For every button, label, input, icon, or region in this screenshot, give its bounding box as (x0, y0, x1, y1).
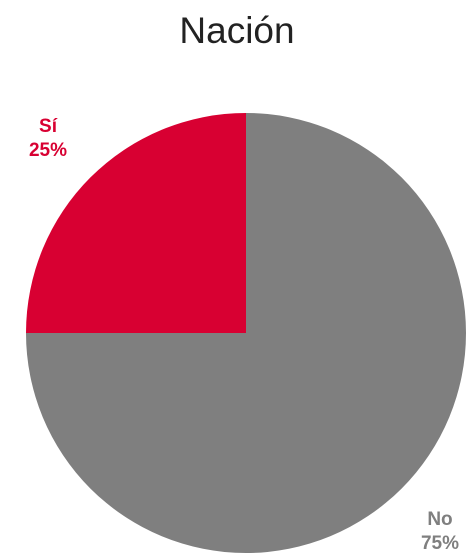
chart-title: Nación (179, 10, 295, 51)
pie-slice-si (26, 113, 246, 333)
slice-label-si: Sí 25% (29, 116, 67, 161)
slice-label-no: No 75% (421, 509, 459, 554)
pie-slice-no (26, 113, 466, 553)
